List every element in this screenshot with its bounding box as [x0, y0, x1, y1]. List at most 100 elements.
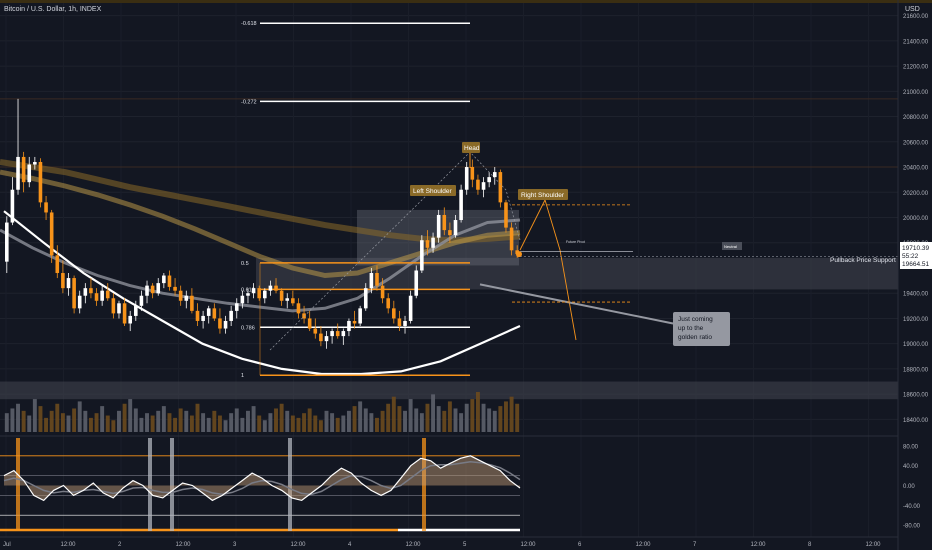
candle-body — [448, 230, 452, 236]
fib-label: 1 — [241, 373, 244, 379]
lower-support-zone — [0, 381, 898, 400]
candle-body — [162, 275, 166, 284]
volume-bar — [290, 415, 295, 432]
fib-label: -0.272 — [241, 99, 257, 105]
volume-bar — [397, 406, 402, 432]
volume-bar — [436, 406, 441, 432]
volume-bar — [386, 403, 391, 432]
candle-body — [173, 286, 177, 291]
volume-bar — [240, 417, 245, 432]
price-tick-label: 20600.00 — [903, 140, 929, 146]
volume-bar — [442, 410, 447, 432]
signal-column — [170, 438, 174, 531]
candle-body — [10, 189, 15, 223]
candle-body — [408, 295, 413, 321]
volume-bar — [302, 413, 307, 432]
candle-body — [330, 331, 334, 337]
candle-body — [16, 156, 20, 190]
volume-bar — [498, 406, 503, 432]
volume-bar — [201, 413, 206, 432]
volume-bar — [27, 415, 32, 432]
candle-body — [223, 320, 228, 329]
price-tick-label: 18800.00 — [903, 367, 929, 373]
candle-body — [218, 318, 222, 329]
candle-body — [94, 293, 99, 301]
candle-body — [128, 315, 132, 324]
price-tick-label: 21600.00 — [903, 14, 929, 20]
volume-bar — [178, 408, 183, 432]
candle-body — [274, 285, 278, 291]
volume-bar — [324, 410, 329, 432]
volume-bar — [459, 413, 464, 432]
candle-body — [27, 164, 32, 183]
volume-bar — [66, 415, 71, 432]
volume-bar — [487, 408, 492, 432]
neutral-box — [722, 242, 742, 250]
time-tick-label: 2 — [118, 542, 122, 548]
candle-body — [420, 240, 424, 271]
volume-bar — [481, 403, 486, 432]
price-tick-label: 21000.00 — [903, 90, 929, 96]
price-tick-label: 18400.00 — [903, 418, 929, 424]
volume-bar — [16, 403, 20, 432]
candle-body — [335, 331, 340, 337]
candle-body — [201, 315, 205, 321]
candle-body — [5, 222, 9, 262]
candle-body — [150, 285, 155, 294]
candle-body — [195, 310, 200, 321]
time-tick-label: 4 — [348, 542, 352, 548]
price-tick-label: 19200.00 — [903, 317, 929, 323]
volume-bar — [285, 410, 290, 432]
last-price-badge — [900, 242, 932, 269]
volume-bar — [111, 420, 116, 432]
candle-body — [414, 270, 419, 296]
oscillator-tick-label: 0.00 — [903, 484, 915, 490]
time-tick-label: 12:00 — [291, 542, 307, 548]
candle-body — [117, 303, 121, 314]
volume-bar — [504, 401, 508, 432]
candle-body — [442, 214, 447, 231]
candle-body — [178, 290, 183, 301]
volume-bar — [139, 417, 144, 432]
candle-body — [105, 290, 110, 299]
current-price-dot — [516, 251, 522, 258]
volume-bar — [156, 410, 161, 432]
volume-bar — [77, 401, 82, 432]
candle-body — [184, 295, 189, 301]
candle-body — [44, 202, 48, 213]
volume-bar — [341, 415, 346, 432]
volume-bar — [167, 413, 172, 432]
candle-body — [190, 295, 194, 311]
time-tick-label: 12:00 — [751, 542, 767, 548]
candle-body — [21, 156, 26, 183]
candle-body — [392, 308, 396, 319]
candle-body — [240, 295, 245, 304]
signal-column — [16, 438, 20, 531]
volume-bar — [21, 410, 26, 432]
volume-bar — [55, 403, 60, 432]
candle-body — [363, 288, 368, 309]
candle-body — [481, 182, 486, 190]
volume-bar — [352, 406, 357, 432]
volume-bar — [464, 403, 469, 432]
callout-arrow — [479, 283, 674, 325]
candle-body — [425, 240, 430, 248]
candle-body — [341, 331, 346, 337]
volume-bar — [403, 410, 407, 432]
oscillator-pane — [0, 435, 898, 532]
candle-body — [33, 161, 37, 165]
volume-bar — [307, 408, 312, 432]
price-tick-label: 20200.00 — [903, 191, 929, 197]
neutral-label: Neutral — [724, 244, 737, 249]
candle-body — [83, 288, 88, 296]
volume-bar — [44, 417, 49, 432]
candle-body — [212, 308, 217, 319]
candle-body — [386, 298, 390, 309]
price-tick-label: 20000.00 — [903, 216, 929, 222]
oscillator-slow-line — [3, 460, 521, 496]
volume-bar — [330, 413, 335, 432]
volume-bar — [150, 415, 155, 432]
signal-column — [288, 438, 292, 531]
time-tick-label: 12:00 — [866, 542, 882, 548]
